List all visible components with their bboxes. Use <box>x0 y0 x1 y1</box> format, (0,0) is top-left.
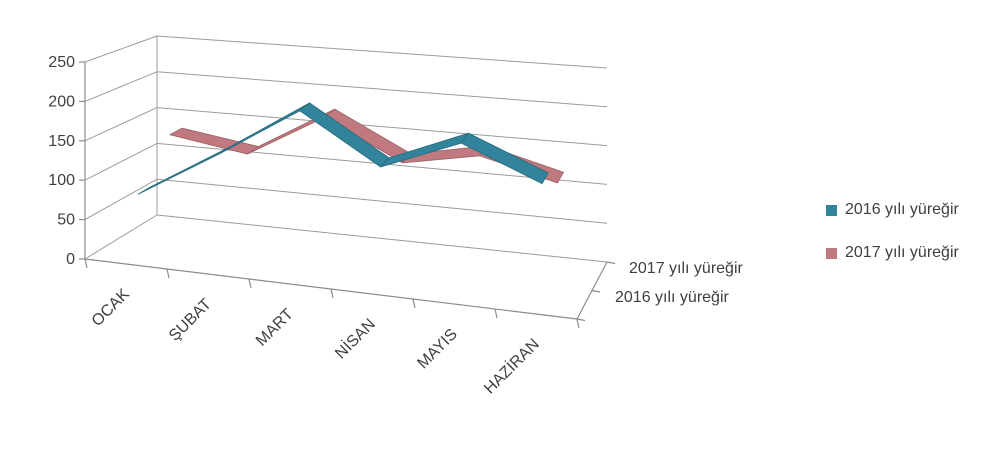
legend-label-2017: 2017 yılı yüreğir <box>845 244 959 261</box>
gridline-backwall <box>156 71 608 108</box>
category-label: ŞUBAT <box>166 296 215 345</box>
gridline-sidewall <box>84 71 158 102</box>
legend-label-2016: 2016 yılı yüreğir <box>845 201 959 218</box>
category-axis-tick <box>412 298 416 309</box>
gridline-sidewall <box>84 107 158 142</box>
legend-item-2016: 2016 yılı yüreğir <box>826 201 959 219</box>
value-axis-tick-label: 150 <box>48 133 75 150</box>
gridline-sidewall <box>84 35 158 63</box>
value-axis-tick-label: 0 <box>66 251 75 268</box>
legend-item-2017: 2017 yılı yüreğir <box>826 244 959 262</box>
category-axis-tick <box>494 308 498 319</box>
series-ribbon-2016 <box>137 146 231 195</box>
category-axis-tick <box>84 258 88 269</box>
category-label: MART <box>253 306 297 350</box>
category-label: OCAK <box>89 286 133 330</box>
category-label: NİSAN <box>331 314 379 362</box>
depth-axis-label: 2017 yılı yüreğir <box>629 260 744 277</box>
value-axis-tick-label: 250 <box>48 54 75 71</box>
gridline-sidewall <box>84 214 158 260</box>
legend-swatch-2017 <box>826 247 837 259</box>
gridline-sidewall <box>84 178 158 221</box>
category-label: MAYIS <box>414 326 460 372</box>
category-axis-tick <box>576 318 580 329</box>
category-axis-tick <box>166 268 170 279</box>
value-axis-tick-label: 100 <box>48 172 75 189</box>
gridline-sidewall <box>84 142 158 181</box>
depth-axis-tick <box>606 261 616 265</box>
gridline-backwall <box>156 35 608 69</box>
category-axis-tick <box>248 278 252 289</box>
value-axis-tick-label: 200 <box>48 93 75 110</box>
depth-axis-tick <box>576 318 586 322</box>
category-label: HAZİRAN <box>480 334 543 397</box>
depth-axis-tick <box>591 289 601 293</box>
legend-swatch-2016 <box>826 204 837 216</box>
category-axis-tick <box>330 288 334 299</box>
series-ribbon-2017 <box>169 127 259 155</box>
gridline-backwall <box>156 107 608 147</box>
depth-axis-label: 2016 yılı yüreğir <box>615 289 730 306</box>
value-axis-tick-label: 50 <box>57 212 75 229</box>
chart-legend: 2016 yılı yüreğir 2017 yılı yüreğir <box>826 201 959 262</box>
gridline-backwall <box>156 178 608 224</box>
series-ribbon-2016 <box>460 132 549 185</box>
gridline-backwall <box>156 214 608 263</box>
